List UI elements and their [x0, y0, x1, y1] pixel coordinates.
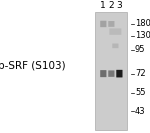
FancyBboxPatch shape [108, 70, 114, 77]
FancyBboxPatch shape [100, 21, 106, 27]
Text: 1: 1 [100, 1, 106, 10]
Text: 55: 55 [135, 88, 146, 97]
Text: 3: 3 [117, 1, 122, 10]
Text: p-SRF (S103): p-SRF (S103) [0, 61, 65, 71]
FancyBboxPatch shape [116, 70, 123, 77]
Bar [95, 12, 128, 130]
Text: 130: 130 [135, 31, 150, 40]
FancyBboxPatch shape [109, 28, 121, 35]
Text: 95: 95 [135, 45, 146, 55]
FancyBboxPatch shape [100, 70, 106, 77]
Text: 2: 2 [109, 1, 114, 10]
FancyBboxPatch shape [112, 43, 119, 48]
FancyBboxPatch shape [108, 21, 114, 27]
Text: 180: 180 [135, 19, 150, 28]
Text: 72: 72 [135, 69, 146, 78]
Text: 43: 43 [135, 107, 146, 116]
